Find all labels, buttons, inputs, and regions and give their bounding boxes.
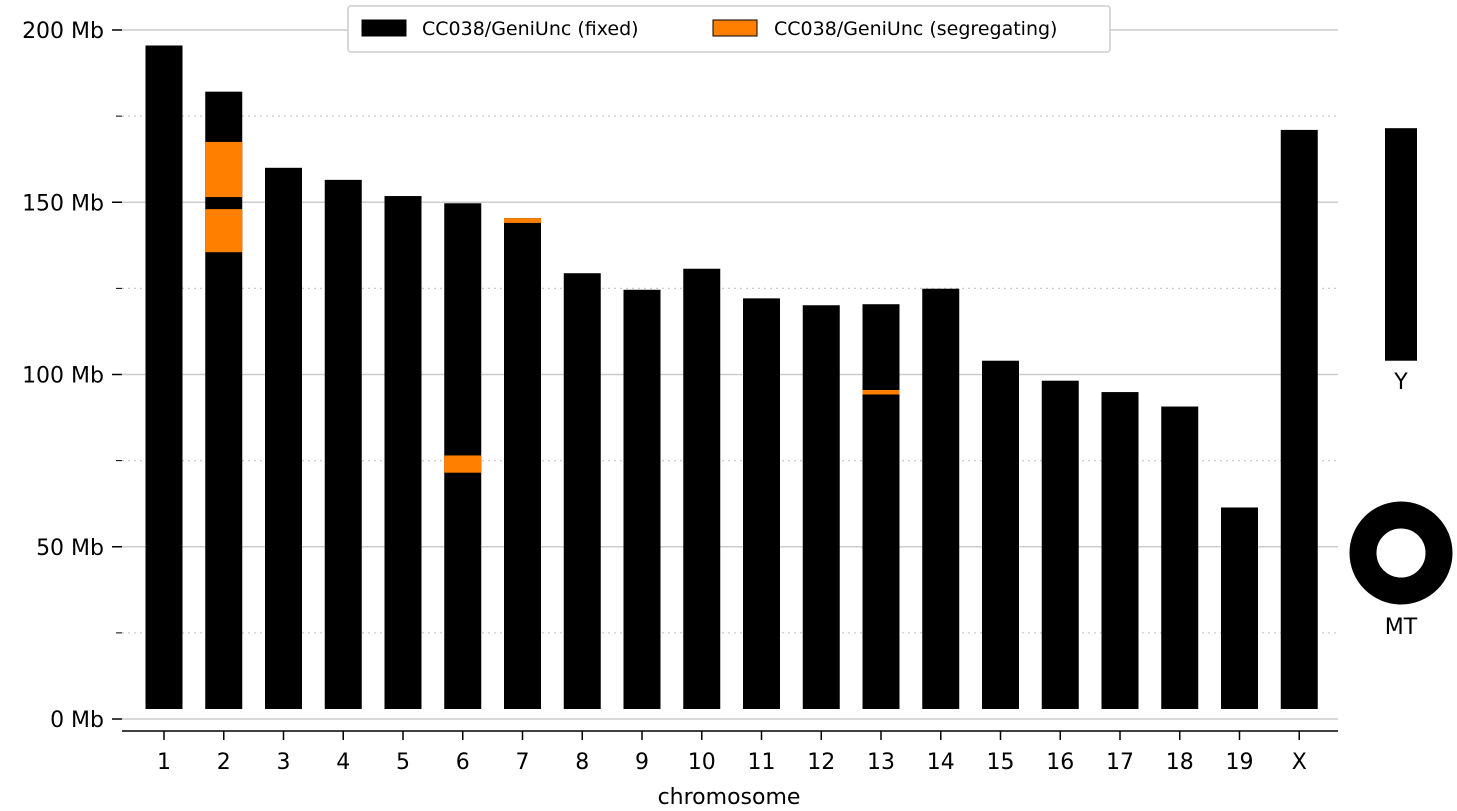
x-tick-label: X (1292, 750, 1307, 775)
x-tick-label: 1 (157, 750, 171, 775)
bar-fixed-chr-1 (145, 45, 183, 709)
x-tick-label: 16 (1046, 750, 1074, 775)
bar-fixed-chr-14 (922, 288, 960, 709)
bar-segregating-chr-2 (205, 209, 243, 253)
x-tick-label: 11 (748, 750, 776, 775)
bars-layer (145, 45, 1318, 710)
bar-fixed-chr-12 (802, 305, 840, 709)
x-tick-label: 12 (807, 750, 835, 775)
x-tick-label: 6 (456, 750, 470, 775)
x-tick-label: 10 (688, 750, 716, 775)
bar-fixed-chr-3 (265, 167, 302, 710)
y-tick-label: 50 Mb (36, 536, 104, 561)
bar-segregating-chr-7 (504, 218, 541, 223)
chr-MT-label: MT (1385, 615, 1418, 640)
legend-swatch-fixed (361, 19, 407, 37)
x-tick-label: 5 (396, 750, 410, 775)
bar-fixed-chr-11 (743, 298, 780, 709)
bar-fixed-chr-5 (384, 196, 422, 709)
mt-ring (1349, 501, 1453, 605)
legend-swatch-segregating (712, 19, 758, 37)
bar-fixed-chr-4 (324, 179, 362, 710)
x-tick-label: 14 (927, 750, 955, 775)
x-tick-label: 3 (277, 750, 291, 775)
y-tick-label: 0 Mb (50, 708, 104, 733)
x-tick-label: 2 (217, 750, 231, 775)
bar-segregating-chr-2 (205, 141, 243, 198)
x-tick-label: 18 (1166, 750, 1194, 775)
extra-chromosomes: Y MT (1349, 128, 1453, 640)
legend-label-fixed: CC038/GeniUnc (fixed) (422, 18, 639, 40)
y-tick-label: 150 Mb (22, 191, 104, 216)
x-tick-label: 8 (575, 750, 589, 775)
bar-chr-Y (1385, 128, 1417, 361)
x-tick-label: 15 (987, 750, 1015, 775)
bar-segregating-chr-13 (862, 390, 900, 395)
x-tick-label: 4 (336, 750, 350, 775)
legend-label-segregating: CC038/GeniUnc (segregating) (774, 18, 1057, 40)
x-tick-label: 17 (1106, 750, 1134, 775)
bar-fixed-chr-15 (982, 360, 1019, 709)
chr-Y-label: Y (1393, 370, 1408, 395)
bar-segregating-chr-6 (444, 455, 482, 473)
bar-fixed-chr-X (1280, 129, 1318, 709)
x-tick-label: 9 (635, 750, 649, 775)
x-axis: 1 2 3 4 5 6 7 8 9 10 11 12 13 14 15 16 17 18 19 X (122, 730, 1338, 775)
x-tick-label: 13 (867, 750, 895, 775)
x-tick-label: 19 (1226, 750, 1254, 775)
bar-fixed-chr-7 (504, 218, 541, 710)
bar-fixed-chr-10 (683, 268, 721, 709)
y-tick-label: 200 Mb (22, 19, 104, 44)
grid-layer (122, 29, 1338, 720)
legend: CC038/GeniUnc (fixed) CC038/GeniUnc (seg… (347, 5, 1111, 53)
bar-fixed-chr-16 (1041, 380, 1079, 709)
x-tick-label: 7 (516, 750, 530, 775)
bar-fixed-chr-18 (1161, 406, 1199, 709)
bar-fixed-chr-19 (1221, 507, 1258, 709)
y-tick-label: 100 Mb (22, 364, 104, 389)
bar-fixed-chr-13 (862, 304, 900, 709)
bar-fixed-chr-8 (563, 273, 601, 709)
x-axis-title: chromosome (658, 785, 801, 810)
bar-fixed-chr-9 (623, 289, 661, 709)
y-axis: 0 Mb 50 Mb 100 Mb 150 Mb 200 Mb (22, 19, 122, 733)
bar-fixed-chr-17 (1101, 392, 1139, 709)
